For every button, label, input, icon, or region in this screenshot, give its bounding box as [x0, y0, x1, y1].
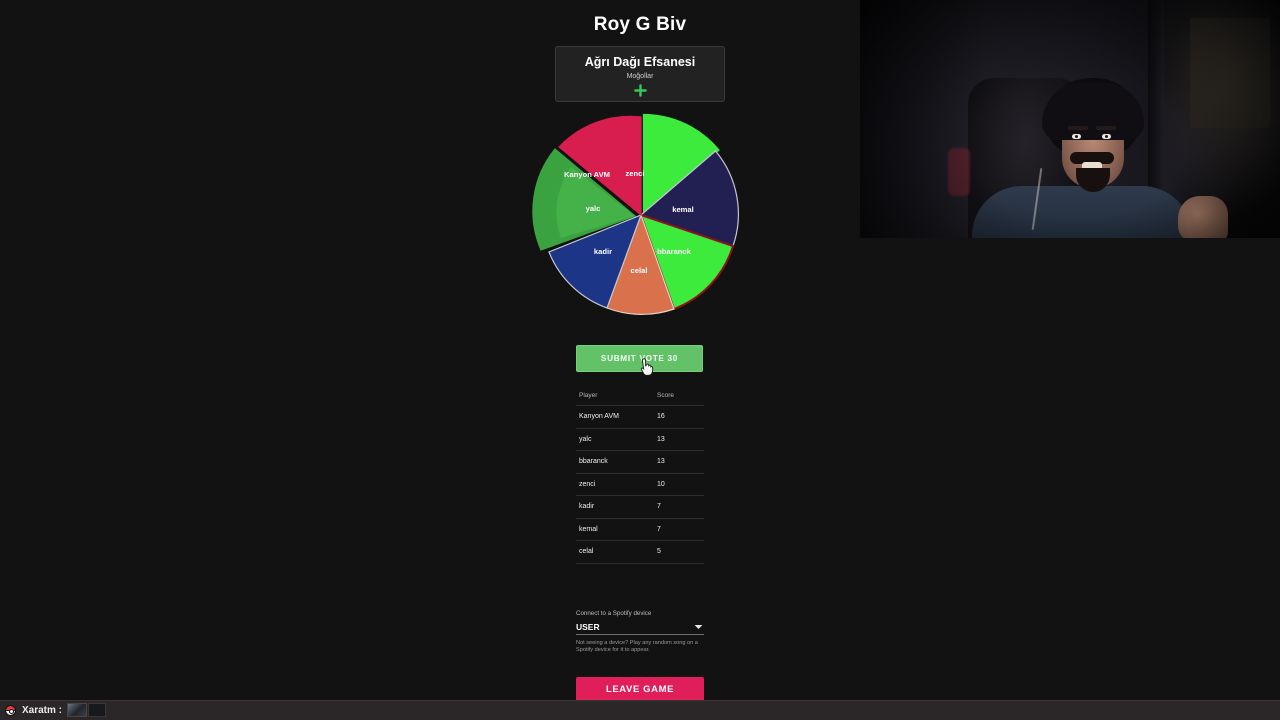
pie-slice-yalc-highlight: [556, 167, 635, 238]
pie-label-kadir: kadir: [594, 247, 612, 256]
webcam-vignette: [860, 0, 1280, 238]
taskbar[interactable]: Xaratm :: [0, 700, 1280, 720]
now-playing-artist: Moğollar: [626, 73, 654, 80]
player-score: 10: [657, 473, 704, 496]
scoreboard-body: Kanyon AVM 16 yalc 13 bbaranck 13 zenci …: [576, 405, 704, 564]
pie-label-celal: celal: [631, 266, 648, 275]
device-selected-value: USER: [576, 622, 600, 632]
pie-slice-labels: Kanyon AVM zenci kemal bbaranck celal ka…: [564, 169, 694, 275]
device-label: Connect to a Spotify device: [576, 610, 652, 617]
now-playing-song: Ağrı Dağı Efsanesi: [584, 55, 696, 69]
table-row: kemal 7: [576, 518, 704, 541]
plus-icon[interactable]: [562, 84, 718, 98]
submit-vote-button[interactable]: SUBMIT VOTE 30: [576, 345, 703, 372]
pie-slices[interactable]: [532, 113, 739, 315]
spotify-device-section: Connect to a Spotify device USER Not see…: [576, 610, 704, 655]
player-score: 7: [657, 518, 704, 541]
player-name: yalc: [576, 428, 657, 451]
pie-label-zenci: zenci: [626, 169, 645, 178]
webcam-overlay: [860, 0, 1280, 238]
pie-label-kanyon-avm: Kanyon AVM: [564, 170, 610, 179]
table-row: celal 5: [576, 540, 704, 564]
pie-slice-zenci[interactable]: [642, 113, 720, 214]
player-name: kemal: [576, 518, 657, 541]
device-help-text: Not seeing a device? Play any random son…: [576, 640, 698, 654]
pie-svg[interactable]: Kanyon AVM zenci kemal bbaranck celal ka…: [531, 105, 751, 330]
player-score: 5: [657, 540, 704, 564]
player-name: zenci: [576, 473, 657, 496]
chevron-down-icon[interactable]: [694, 622, 703, 632]
vote-pie-chart[interactable]: Kanyon AVM zenci kemal bbaranck celal ka…: [531, 105, 751, 330]
player-name: kadir: [576, 495, 657, 519]
table-row: kadir 7: [576, 495, 704, 519]
column-header-player: Player: [576, 388, 657, 406]
player-score: 16: [657, 405, 704, 429]
player-name: Kanyon AVM: [576, 405, 657, 429]
taskbar-username: Xaratm :: [22, 704, 63, 716]
table-row: bbaranck 13: [576, 450, 704, 474]
pie-slice-kanyon-avm[interactable]: [558, 115, 642, 217]
taskbar-window-thumbnail-secondary[interactable]: [88, 703, 107, 717]
player-score: 7: [657, 495, 704, 519]
page-title: Roy G Biv: [593, 14, 687, 35]
player-name: bbaranck: [576, 450, 657, 474]
app-center-column: Roy G Biv Ağrı Dağı Efsanesi Moğollar: [532, 0, 739, 715]
taskbar-window-thumbnail[interactable]: [67, 703, 88, 717]
table-row: yalc 13: [576, 428, 704, 451]
table-row: Kanyon AVM 16: [576, 405, 704, 429]
pie-label-bbaranck: bbaranck: [657, 247, 692, 256]
player-name: celal: [576, 540, 657, 564]
pokeball-icon[interactable]: [5, 704, 16, 716]
leave-game-button[interactable]: LEAVE GAME: [576, 677, 704, 701]
scoreboard-head: Player Score: [576, 388, 704, 406]
pie-slice-celal[interactable]: [606, 213, 675, 315]
now-playing-card: Ağrı Dağı Efsanesi Moğollar: [555, 46, 725, 102]
pie-label-kemal: kemal: [672, 205, 694, 214]
player-score: 13: [657, 428, 704, 451]
scoreboard-table: Player Score Kanyon AVM 16 yalc 13 bbara…: [576, 388, 704, 564]
device-select[interactable]: USER: [576, 620, 704, 635]
player-score: 13: [657, 450, 704, 474]
pie-label-yalc: yalc: [586, 204, 601, 213]
pie-slice-bbaranck[interactable]: [639, 213, 735, 311]
pie-slice-kadir[interactable]: [548, 213, 643, 309]
scoreboard-header-row: Player Score: [576, 388, 704, 406]
table-row: zenci 10: [576, 473, 704, 496]
column-header-score: Score: [657, 388, 704, 406]
